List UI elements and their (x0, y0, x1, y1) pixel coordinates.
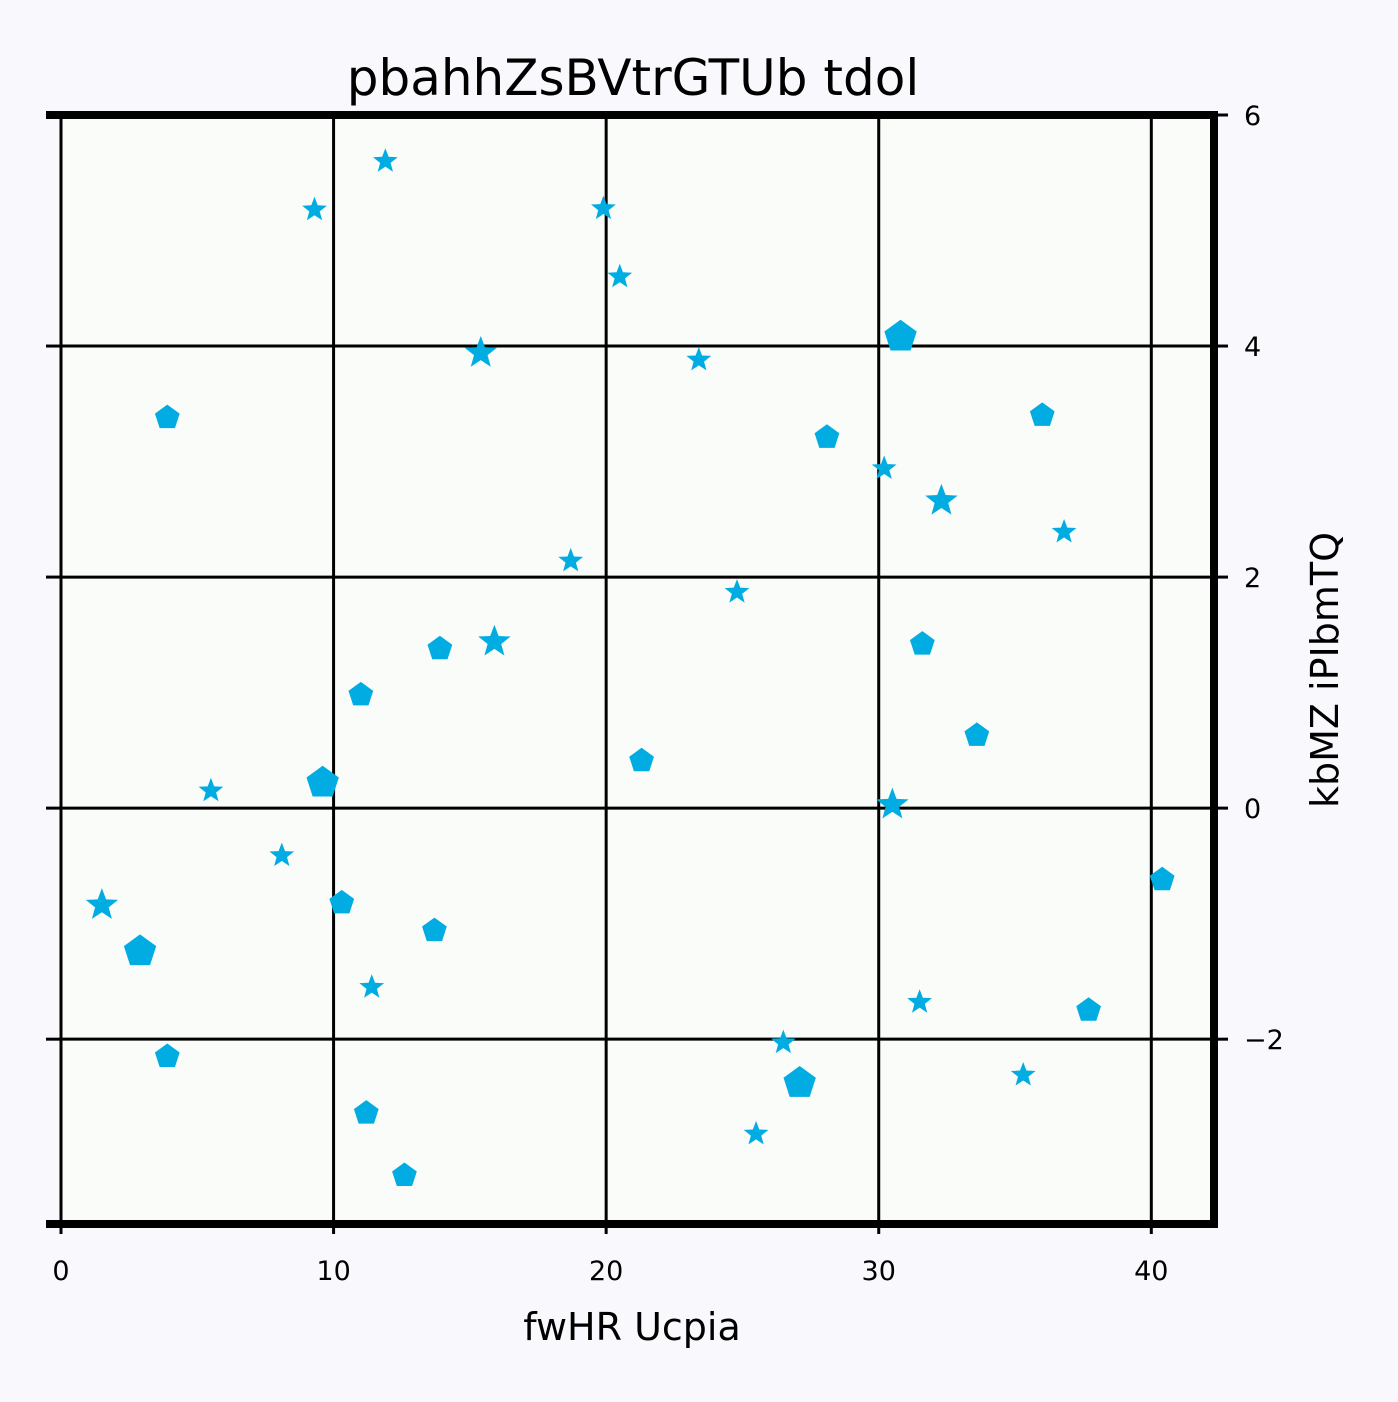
star-point (269, 842, 295, 867)
star-point (925, 483, 958, 515)
axis-ticks: 0 10 20 30 40 −2 0 2 4 6 (46, 101, 1284, 1287)
pentagon-point (154, 1043, 180, 1068)
star-point (907, 989, 932, 1013)
pentagon-point (783, 1066, 816, 1097)
pentagon-point (422, 917, 447, 942)
data-points (85, 148, 1175, 1186)
star-point (1010, 1061, 1036, 1086)
pentagon-point (629, 747, 654, 772)
x-axis-label: fwHR Ucpia (523, 1305, 741, 1349)
star-point (478, 624, 511, 656)
star-point (302, 196, 327, 221)
y-tick-label: 2 (1244, 563, 1261, 594)
y-tick-label: −2 (1244, 1025, 1284, 1056)
star-point (743, 1120, 769, 1145)
pentagon-point (348, 681, 374, 706)
y-tick-label: 4 (1244, 332, 1261, 363)
pentagon-point (1029, 402, 1055, 426)
pentagon-point (306, 765, 339, 797)
x-tick-label: 30 (862, 1256, 896, 1287)
star-point (607, 263, 633, 288)
y-tick-label: 6 (1244, 101, 1261, 132)
star-point (198, 777, 224, 802)
star-point (876, 787, 909, 819)
pentagon-point (427, 635, 453, 660)
y-axis-label: kbMZ iPIbmTQ (1303, 532, 1347, 808)
grid-lines (59, 115, 1214, 1224)
star-point (871, 455, 897, 480)
star-point (373, 148, 398, 172)
pentagon-point (154, 404, 180, 429)
star-point (359, 974, 385, 998)
pentagon-point (909, 631, 935, 655)
x-tick-label: 10 (316, 1256, 350, 1287)
star-point (85, 888, 119, 919)
pentagon-point (1149, 866, 1175, 891)
star-point (1051, 519, 1077, 543)
star-point (464, 335, 497, 367)
pentagon-point (1076, 997, 1101, 1021)
y-tick-label: 0 (1244, 794, 1261, 825)
chart-title: pbahhZsBVtrGTUb tdol (347, 49, 920, 107)
pentagon-point (964, 722, 990, 746)
pentagon-point (392, 1162, 417, 1186)
pentagon-point (329, 889, 355, 914)
star-point (686, 346, 712, 371)
x-tick-label: 40 (1134, 1256, 1168, 1287)
pentagon-point (123, 934, 157, 966)
pentagon-point (884, 319, 917, 351)
x-tick-label: 20 (589, 1256, 623, 1287)
star-point (558, 547, 584, 572)
plot-area (61, 115, 1214, 1224)
x-tick-label: 0 (52, 1256, 69, 1287)
star-point (591, 195, 616, 220)
pentagon-point (814, 424, 840, 448)
pentagon-point (353, 1100, 379, 1124)
star-point (724, 579, 750, 603)
star-point (770, 1029, 796, 1054)
